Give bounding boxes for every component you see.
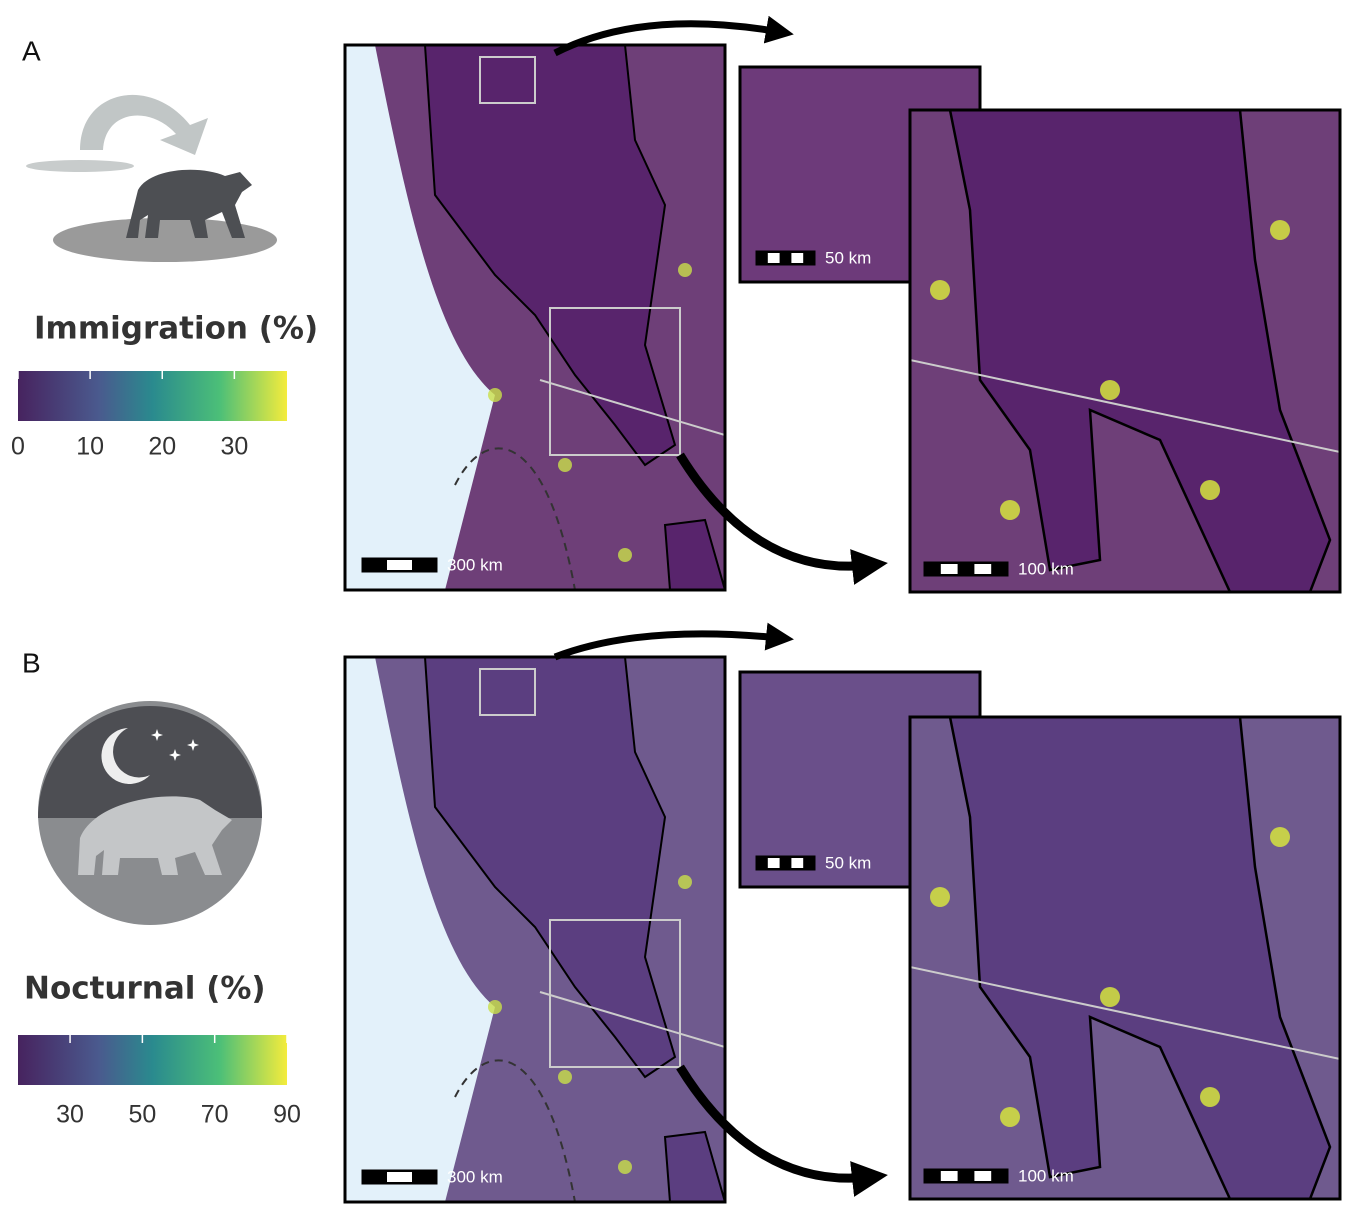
colorbar bbox=[18, 371, 287, 421]
scale-label: 100 km bbox=[1018, 1166, 1074, 1185]
hotspot bbox=[488, 388, 502, 402]
map-frame bbox=[343, 655, 727, 1204]
map-content bbox=[345, 45, 725, 590]
scale-label: 300 km bbox=[447, 1167, 503, 1186]
hotspot bbox=[618, 1160, 632, 1174]
hotspot bbox=[1000, 1107, 1020, 1127]
border bbox=[910, 966, 1340, 1060]
hotspot bbox=[488, 1000, 502, 1014]
icon-arrow bbox=[80, 94, 208, 155]
colorbar-title: Nocturnal (%) bbox=[24, 971, 266, 1007]
map-content bbox=[910, 717, 1340, 1199]
scale-bar bbox=[923, 1168, 1009, 1184]
border bbox=[539, 379, 725, 436]
icon-bear bbox=[78, 796, 232, 875]
scale-seg bbox=[940, 1171, 958, 1181]
colorbar-tick-label: 20 bbox=[148, 433, 176, 461]
scale-bar bbox=[923, 561, 1009, 577]
hotspot bbox=[678, 875, 692, 889]
region bbox=[663, 518, 725, 590]
hotspot bbox=[1200, 480, 1220, 500]
callout-arrow bbox=[676, 1064, 888, 1197]
border bbox=[539, 991, 725, 1048]
scale-seg bbox=[767, 253, 780, 263]
hotspot bbox=[1100, 987, 1120, 1007]
colorbar-tick-label: 70 bbox=[201, 1101, 229, 1129]
colorbar-tick-label: 10 bbox=[76, 433, 104, 461]
map-frame bbox=[908, 108, 1342, 594]
scale-seg bbox=[791, 253, 804, 263]
region bbox=[948, 110, 1332, 592]
hotspot bbox=[618, 548, 632, 562]
map: 300 km bbox=[343, 655, 727, 1204]
inset-box bbox=[479, 56, 536, 104]
scale-seg bbox=[940, 564, 958, 574]
hotspot bbox=[1000, 500, 1020, 520]
scale-seg bbox=[387, 1172, 412, 1182]
icon bbox=[38, 701, 262, 925]
map-frame bbox=[343, 43, 727, 592]
hotspot bbox=[558, 458, 572, 472]
icon-star bbox=[169, 749, 181, 761]
scale-label: 300 km bbox=[447, 555, 503, 574]
colorbar bbox=[18, 1035, 287, 1085]
inset-box bbox=[549, 307, 681, 456]
ocean bbox=[345, 657, 495, 1202]
border bbox=[910, 359, 1340, 453]
icon-shadow bbox=[26, 160, 134, 172]
callout-arrow bbox=[676, 452, 888, 585]
region bbox=[423, 657, 677, 1079]
icon bbox=[26, 94, 277, 262]
colorbar-tick-label: 0 bbox=[11, 433, 25, 461]
region bbox=[423, 45, 677, 467]
colorbar-title: Immigration (%) bbox=[34, 311, 318, 347]
icon-ground bbox=[53, 218, 277, 262]
panel-letter: A bbox=[22, 35, 41, 66]
scale-seg bbox=[974, 564, 992, 574]
hotspot bbox=[558, 1070, 572, 1084]
map: 100 km bbox=[908, 108, 1342, 594]
region bbox=[948, 717, 1332, 1199]
region bbox=[663, 1130, 725, 1202]
scale-seg bbox=[791, 858, 804, 868]
scale-seg bbox=[974, 1171, 992, 1181]
map-content bbox=[910, 110, 1340, 592]
range-edge bbox=[454, 447, 576, 590]
hotspot bbox=[930, 280, 950, 300]
hotspot bbox=[1270, 220, 1290, 240]
icon-star bbox=[187, 739, 199, 751]
scale-bar bbox=[755, 250, 816, 266]
scale-bar bbox=[755, 855, 816, 871]
inset-box bbox=[549, 919, 681, 1068]
colorbar-tick-label: 50 bbox=[128, 1101, 156, 1129]
map-frame bbox=[908, 715, 1342, 1201]
hotspot bbox=[1270, 827, 1290, 847]
map: 100 km bbox=[908, 715, 1342, 1201]
map: 300 km bbox=[343, 43, 727, 592]
callout-arrow bbox=[553, 622, 794, 661]
hotspot bbox=[930, 887, 950, 907]
scale-label: 100 km bbox=[1018, 559, 1074, 578]
icon-star bbox=[151, 729, 163, 741]
scale-seg bbox=[387, 560, 412, 570]
scale-seg bbox=[767, 858, 780, 868]
icon-sky bbox=[38, 706, 262, 818]
hotspot bbox=[1200, 1087, 1220, 1107]
icon-bear bbox=[126, 169, 252, 238]
panel-letter: B bbox=[22, 647, 41, 678]
icon-moon bbox=[101, 728, 150, 784]
inset-box bbox=[479, 668, 536, 716]
hotspot bbox=[678, 263, 692, 277]
callout-arrow bbox=[553, 15, 794, 57]
scale-label: 50 km bbox=[825, 853, 871, 872]
range-edge bbox=[454, 1059, 576, 1202]
hotspot bbox=[1100, 380, 1120, 400]
colorbar-tick-label: 30 bbox=[220, 433, 248, 461]
colorbar-tick-label: 90 bbox=[273, 1101, 301, 1129]
map-content bbox=[345, 657, 725, 1202]
colorbar-tick-label: 30 bbox=[56, 1101, 84, 1129]
ocean bbox=[345, 45, 495, 590]
scale-label: 50 km bbox=[825, 248, 871, 267]
